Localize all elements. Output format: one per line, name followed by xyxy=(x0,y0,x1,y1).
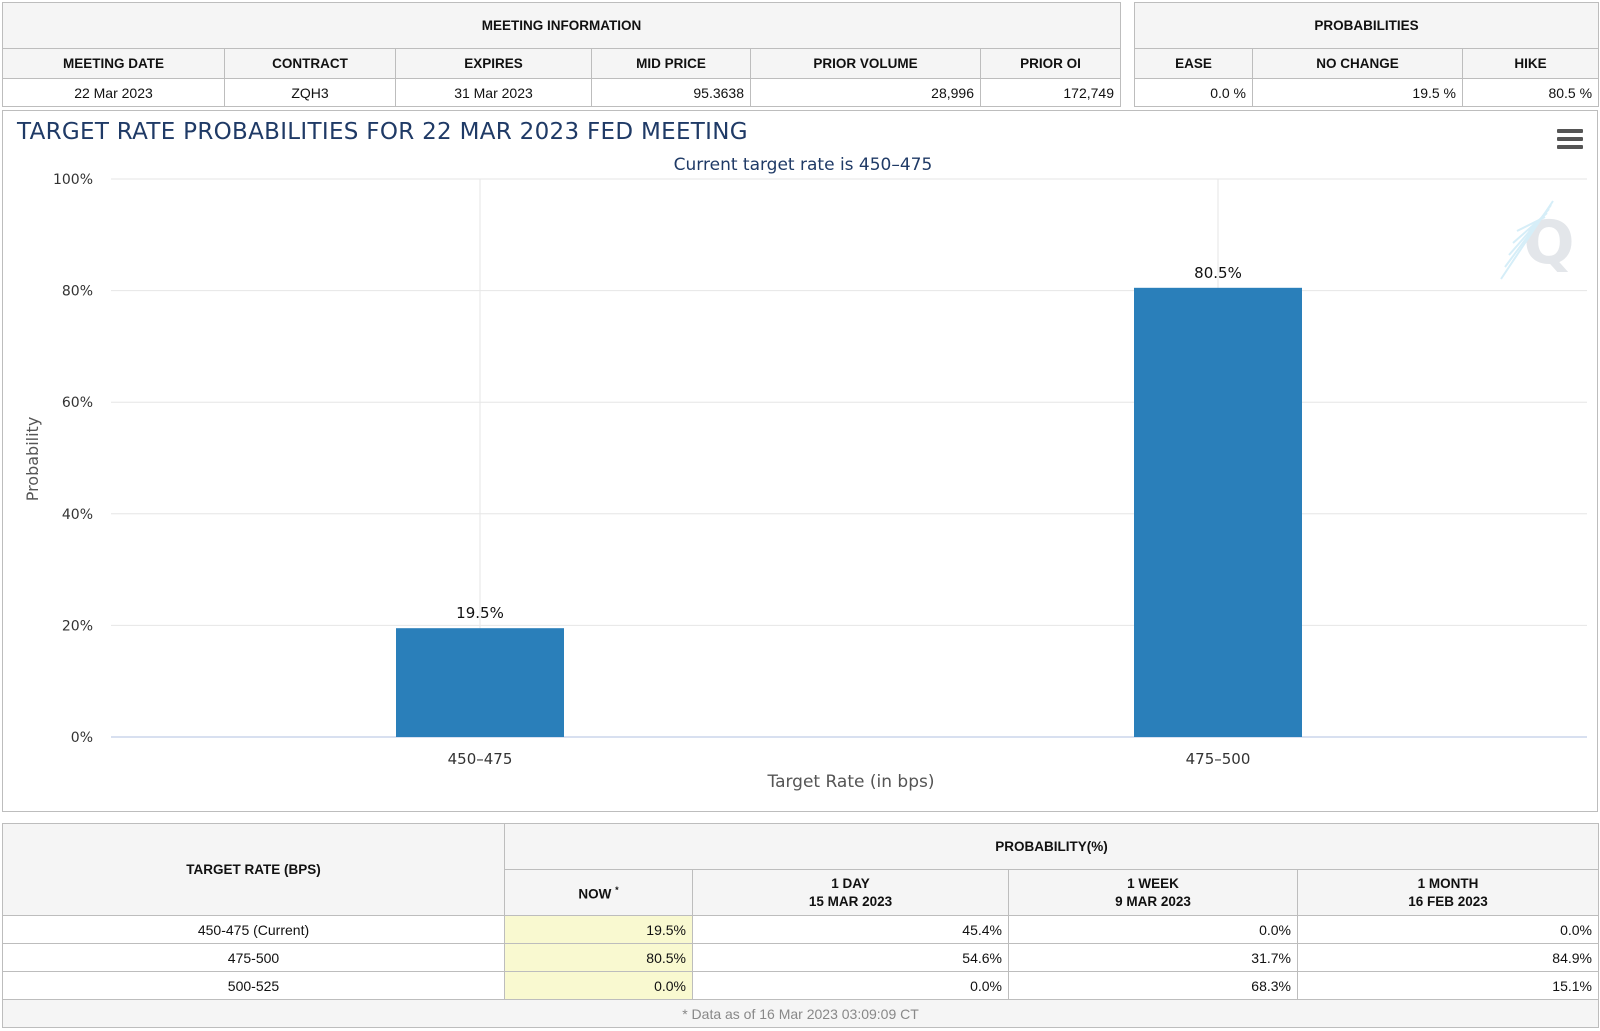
col-1-week-date: 9 MAR 2023 xyxy=(1115,893,1191,909)
prob-1-day-cell: 54.6% xyxy=(692,943,1009,972)
chart-title: TARGET RATE PROBABILITIES FOR 22 MAR 202… xyxy=(17,119,748,145)
y-tick-label: 60% xyxy=(62,395,93,411)
probability-header: PROBABILITY(%) xyxy=(504,823,1599,870)
chart-subtitle: Current target rate is 450–475 xyxy=(674,155,933,175)
col-1-day: 1 DAY 15 MAR 2023 xyxy=(692,869,1009,916)
meeting-information-title: MEETING INFORMATION xyxy=(2,2,1121,49)
y-axis-title: Probability xyxy=(23,417,42,502)
probabilities-table: PROBABILITIES EASE NO CHANGE HIKE 0.0 % … xyxy=(1133,2,1600,107)
prob-1-month-cell: 84.9% xyxy=(1297,943,1599,972)
y-tick-label: 40% xyxy=(62,507,93,523)
col-1-month-label: 1 MONTH xyxy=(1417,875,1479,891)
col-expires: EXPIRES xyxy=(395,48,592,79)
prob-1-day-cell: 45.4% xyxy=(692,915,1009,944)
table-row: 500-525 0.0% 0.0% 68.3% 15.1% xyxy=(2,971,1599,1000)
table-row: 475-500 80.5% 54.6% 31.7% 84.9% xyxy=(2,943,1599,972)
x-tick-label: 475–500 xyxy=(1186,750,1251,768)
col-1-month: 1 MONTH 16 FEB 2023 xyxy=(1297,869,1599,916)
x-axis-title: Target Rate (in bps) xyxy=(767,772,935,792)
col-1-month-date: 16 FEB 2023 xyxy=(1408,893,1488,909)
col-meeting-date: MEETING DATE xyxy=(2,48,225,79)
col-1-day-label: 1 DAY xyxy=(831,875,870,891)
watermark-stroke xyxy=(1516,216,1546,232)
col-now: NOW * xyxy=(504,869,693,916)
bar-data-label: 80.5% xyxy=(1194,264,1242,282)
ease-value: 0.0 % xyxy=(1134,78,1253,107)
target-rate-header: TARGET RATE (BPS) xyxy=(2,823,505,916)
y-tick-label: 80% xyxy=(62,284,93,300)
col-ease: EASE xyxy=(1134,48,1253,79)
meeting-date-value: 22 Mar 2023 xyxy=(2,78,225,107)
bar xyxy=(396,628,564,737)
table-row: 450-475 (Current) 19.5% 45.4% 0.0% 0.0% xyxy=(2,915,1599,944)
prob-now-cell: 80.5% xyxy=(504,943,693,972)
watermark-logo: Q xyxy=(1523,208,1574,278)
prob-now-cell: 0.0% xyxy=(504,971,693,1000)
prob-1-week-cell: 68.3% xyxy=(1008,971,1298,1000)
col-now-label: NOW xyxy=(578,886,612,902)
target-rate-probability-table: TARGET RATE (BPS) PROBABILITY(%) NOW * 1… xyxy=(2,823,1599,1028)
probabilities-title: PROBABILITIES xyxy=(1133,2,1600,49)
prior-volume-value: 28,996 xyxy=(750,78,981,107)
prob-1-week-cell: 0.0% xyxy=(1008,915,1298,944)
col-mid-price: MID PRICE xyxy=(591,48,751,79)
col-no-change: NO CHANGE xyxy=(1252,48,1463,79)
hike-value: 80.5 % xyxy=(1461,78,1600,107)
mid-price-value: 95.3638 xyxy=(591,78,751,107)
rate-cell: 475-500 xyxy=(2,943,505,972)
col-1-day-date: 15 MAR 2023 xyxy=(808,893,893,909)
rate-cell: 500-525 xyxy=(2,971,505,1000)
col-now-footnote-mark: * xyxy=(615,885,619,896)
y-tick-label: 0% xyxy=(71,730,93,746)
col-contract: CONTRACT xyxy=(224,48,396,79)
meeting-information-table: MEETING INFORMATION MEETING DATE CONTRAC… xyxy=(2,2,1121,107)
col-1-week: 1 WEEK 9 MAR 2023 xyxy=(1008,869,1298,916)
prob-1-month-cell: 15.1% xyxy=(1297,971,1599,1000)
prob-1-month-cell: 0.0% xyxy=(1297,915,1599,944)
col-hike: HIKE xyxy=(1461,48,1600,79)
data-as-of-footnote: * Data as of 16 Mar 2023 03:09:09 CT xyxy=(2,999,1599,1028)
prob-1-week-cell: 31.7% xyxy=(1008,943,1298,972)
target-rate-chart: Q 0% 20% 40% 60% 80% 100% 19.5% 450–475 80.5% 475–… xyxy=(2,110,1598,812)
rate-cell: 450-475 (Current) xyxy=(2,915,505,944)
y-tick-label: 20% xyxy=(62,618,93,634)
prior-oi-value: 172,749 xyxy=(980,78,1121,107)
no-change-value: 19.5 % xyxy=(1252,78,1463,107)
col-1-week-label: 1 WEEK xyxy=(1127,875,1179,891)
expires-value: 31 Mar 2023 xyxy=(395,78,592,107)
contract-value: ZQH3 xyxy=(224,78,396,107)
chart-svg: Q 0% 20% 40% 60% 80% 100% 19.5% 450–475 80.5% 475–… xyxy=(23,155,1587,792)
y-tick-label: 100% xyxy=(53,172,93,188)
x-tick-label: 450–475 xyxy=(448,750,513,768)
hamburger-menu-icon[interactable] xyxy=(1557,129,1583,149)
col-prior-oi: PRIOR OI xyxy=(980,48,1121,79)
prob-1-day-cell: 0.0% xyxy=(692,971,1009,1000)
bar xyxy=(1134,287,1302,737)
col-prior-volume: PRIOR VOLUME xyxy=(750,48,981,79)
prob-now-cell: 19.5% xyxy=(504,915,693,944)
bar-data-label: 19.5% xyxy=(456,604,504,622)
